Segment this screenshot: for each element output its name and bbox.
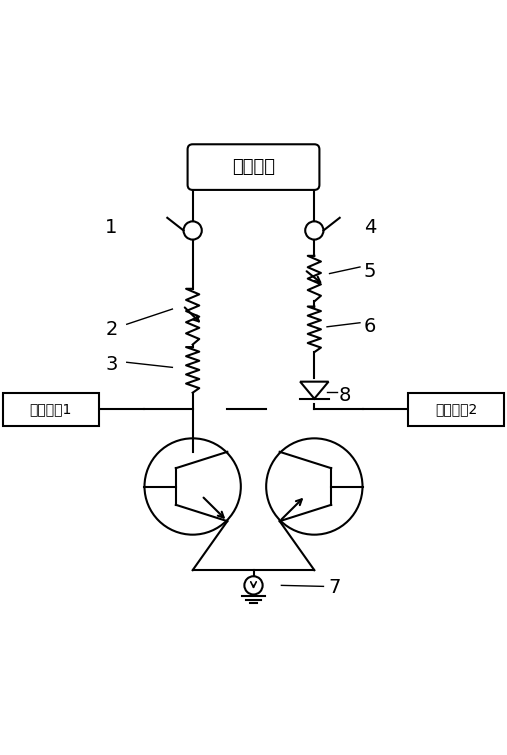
Text: 2: 2 xyxy=(105,320,118,339)
Text: 输出端子2: 输出端子2 xyxy=(435,402,478,416)
Text: 8: 8 xyxy=(339,386,351,405)
Text: 供电电源: 供电电源 xyxy=(232,158,275,176)
Text: 1: 1 xyxy=(105,218,118,237)
FancyBboxPatch shape xyxy=(188,144,319,190)
Text: 3: 3 xyxy=(105,356,118,374)
Text: 5: 5 xyxy=(364,261,376,281)
FancyBboxPatch shape xyxy=(408,393,504,426)
Text: 7: 7 xyxy=(329,578,341,597)
Text: 输出端子1: 输出端子1 xyxy=(29,402,72,416)
FancyBboxPatch shape xyxy=(3,393,99,426)
Text: 6: 6 xyxy=(364,317,376,336)
Text: 4: 4 xyxy=(364,218,376,237)
